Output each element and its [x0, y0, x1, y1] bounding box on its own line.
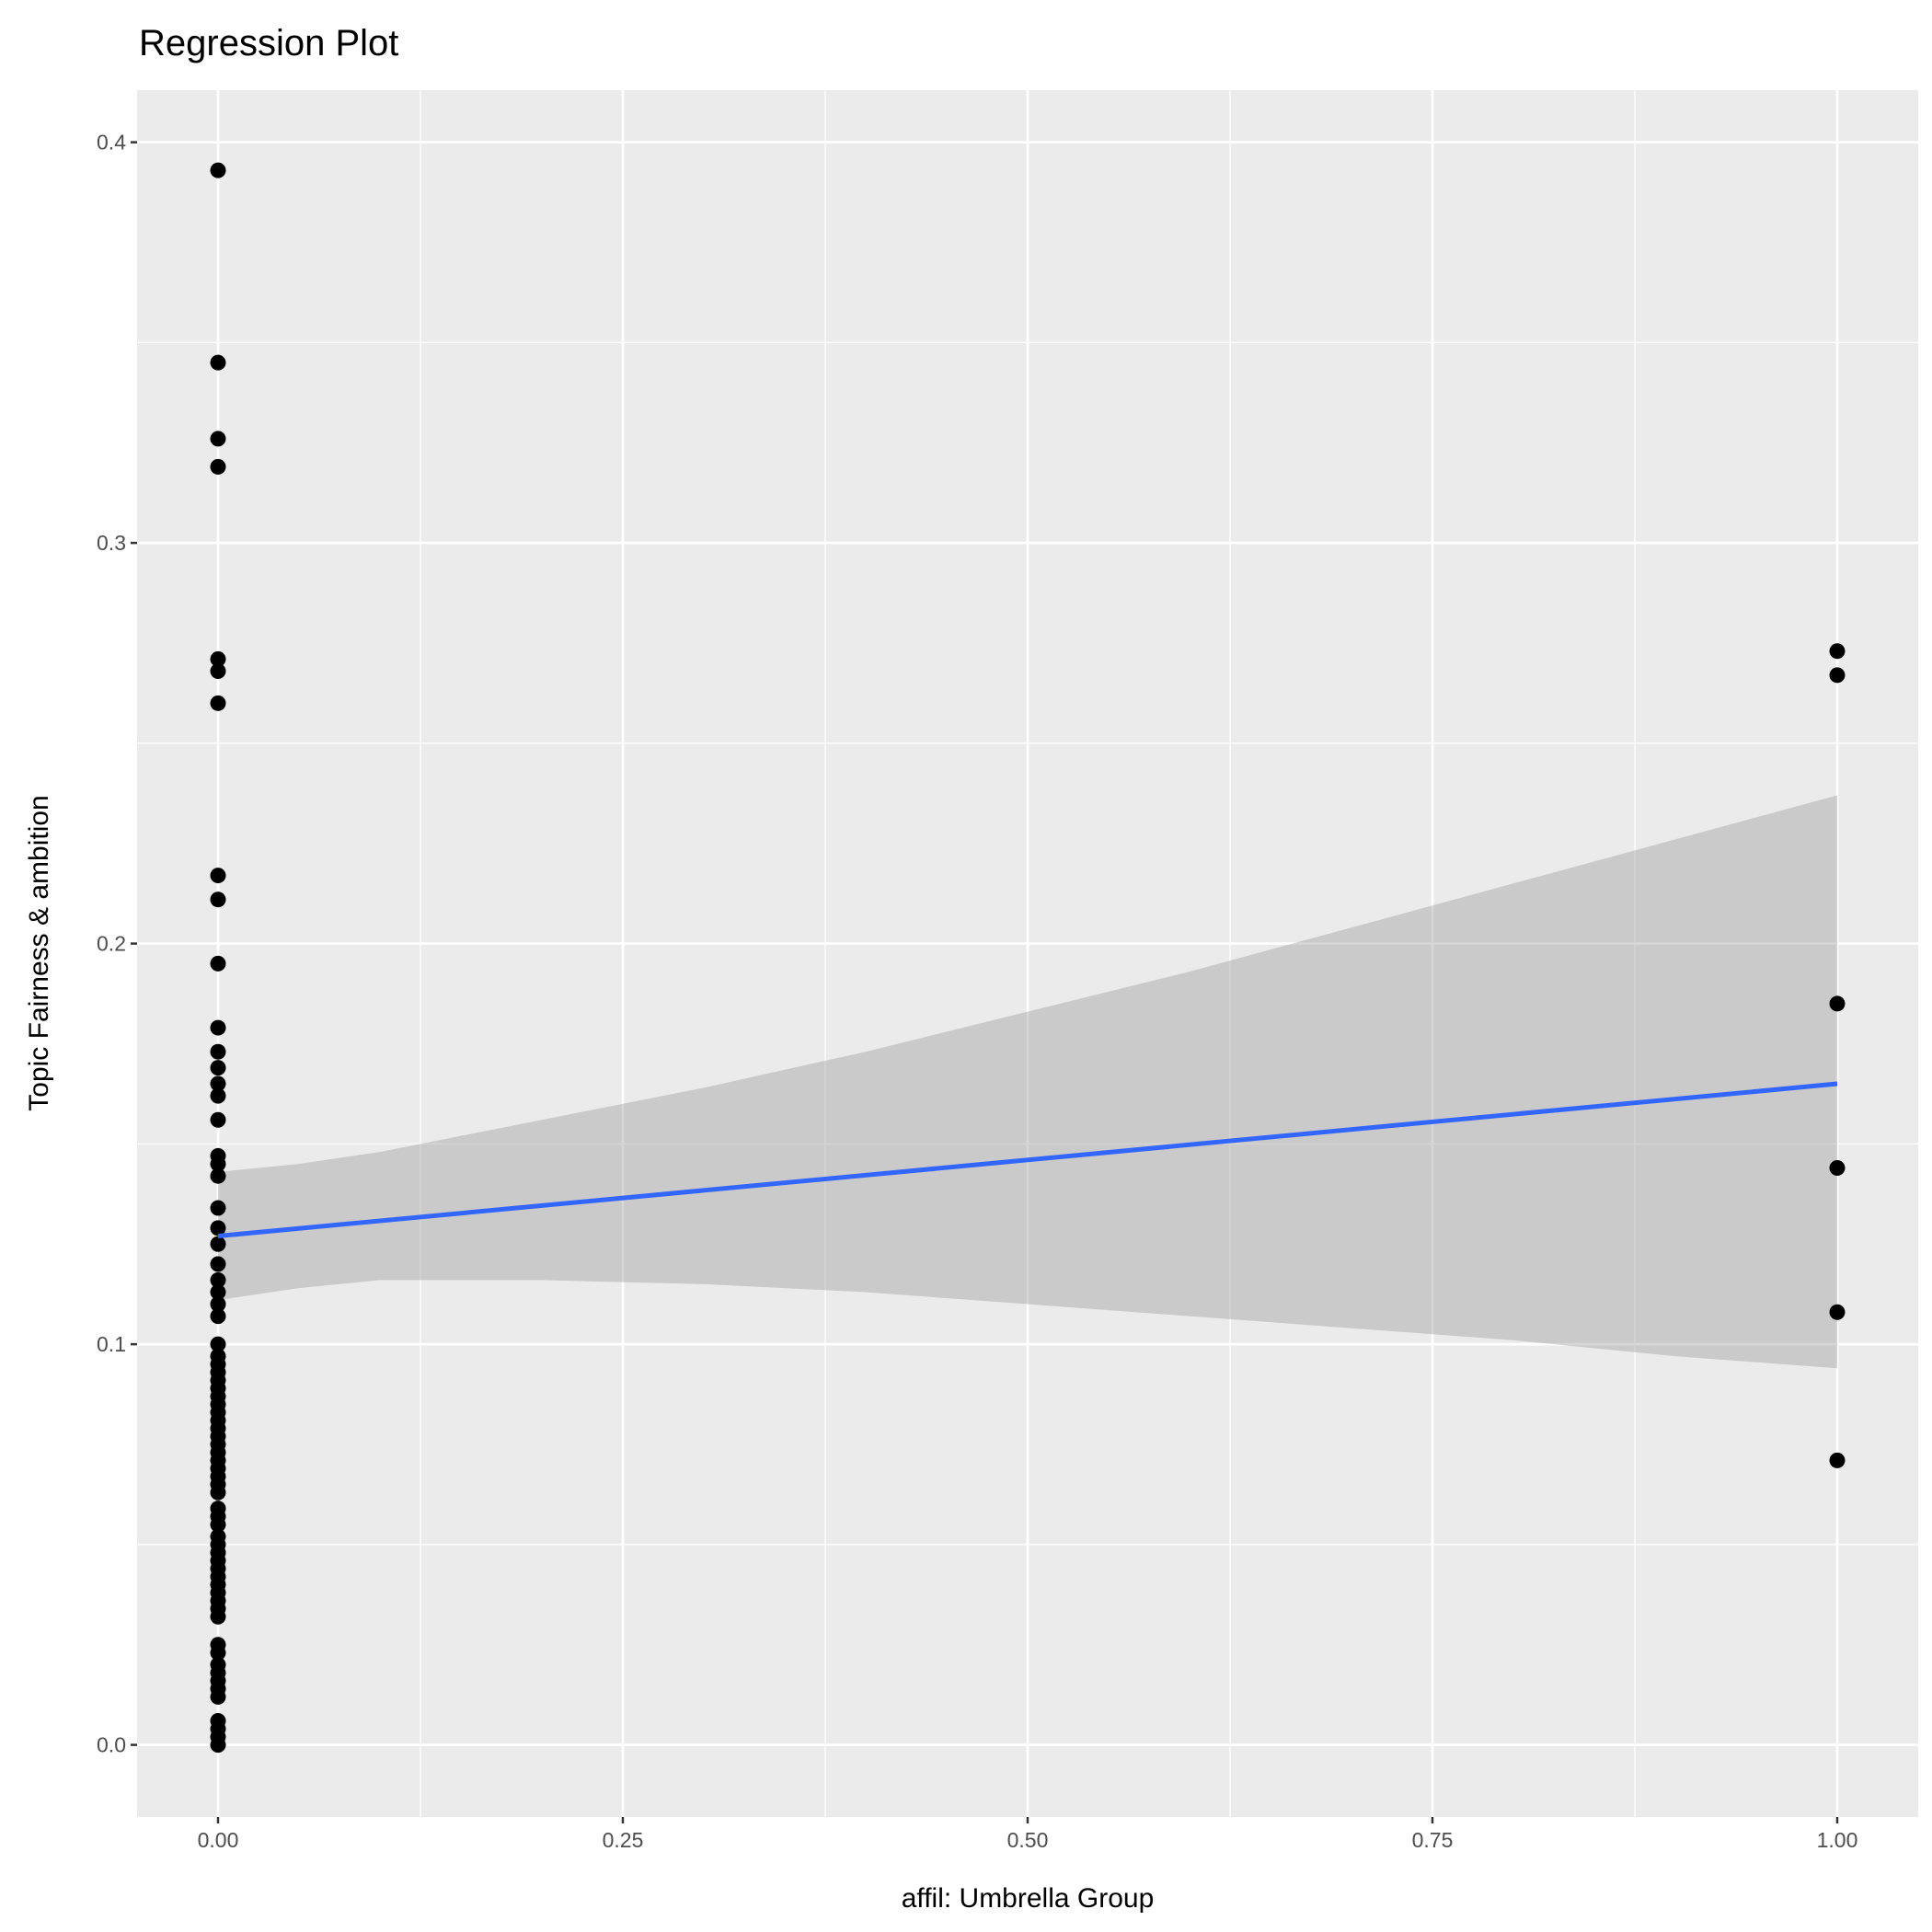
x-axis-label: affil: Umbrella Group: [902, 1883, 1155, 1914]
data-point: [210, 1200, 226, 1216]
data-point: [1829, 995, 1846, 1012]
data-point: [210, 1608, 226, 1625]
y-tick-label: 0.1: [97, 1332, 126, 1356]
data-point: [210, 1644, 226, 1661]
data-point: [210, 1688, 226, 1705]
data-point: [210, 1256, 226, 1272]
data-point: [210, 1019, 226, 1036]
y-tick-label: 0.2: [97, 932, 126, 956]
x-tick-label: 0.00: [198, 1828, 239, 1852]
data-point: [210, 955, 226, 972]
data-point: [210, 162, 226, 178]
regression-line: [217, 1081, 1838, 1239]
data-point: [210, 354, 226, 371]
y-axis-label: Topic Fairness & ambition: [24, 795, 54, 1110]
data-point: [210, 1156, 226, 1172]
data-point: [210, 1236, 226, 1252]
data-point: [210, 1308, 226, 1325]
data-point: [210, 650, 226, 667]
data-point: [210, 1043, 226, 1060]
data-point: [1829, 643, 1846, 660]
axes: 0.00 0.25 0.50 0.75 1.00 0.0 0.1 0.2 0.3 0.4: [97, 131, 1857, 1852]
data-point: [1829, 1304, 1846, 1320]
data-points: [210, 162, 1846, 1754]
data-point: [210, 1075, 226, 1092]
y-tick-label: 0.4: [97, 131, 126, 155]
y-tick-label: 0.0: [97, 1733, 126, 1757]
data-point: [210, 1296, 226, 1313]
data-point: [210, 1737, 226, 1754]
data-point: [1829, 1159, 1846, 1176]
data-point: [210, 1060, 226, 1076]
x-tick-label: 1.00: [1817, 1828, 1858, 1852]
regression-line-path: [217, 1081, 1838, 1239]
data-point: [1829, 1452, 1846, 1468]
x-tick-label: 0.25: [603, 1828, 644, 1852]
data-point: [210, 868, 226, 884]
confidence-band: [218, 795, 1837, 1369]
data-point: [210, 1111, 226, 1128]
chart-title: Regression Plot: [139, 23, 398, 63]
data-point: [210, 891, 226, 908]
x-tick-label: 0.75: [1412, 1828, 1454, 1852]
data-point: [210, 662, 226, 679]
data-point: [1829, 667, 1846, 684]
y-tick-label: 0.3: [97, 531, 126, 555]
data-point: [210, 431, 226, 447]
data-point: [210, 1283, 226, 1300]
data-point: [210, 458, 226, 475]
data-point: [210, 1271, 226, 1288]
confidence-band-area: [218, 795, 1837, 1369]
data-point: [210, 1336, 226, 1352]
data-point: [210, 1516, 226, 1533]
data-point: [210, 1167, 226, 1184]
grid-lines: [137, 90, 1918, 1817]
data-point: [210, 1484, 226, 1501]
data-point: [210, 1220, 226, 1236]
x-tick-label: 0.50: [1007, 1828, 1049, 1852]
data-point: [210, 695, 226, 711]
data-point: [210, 1087, 226, 1104]
